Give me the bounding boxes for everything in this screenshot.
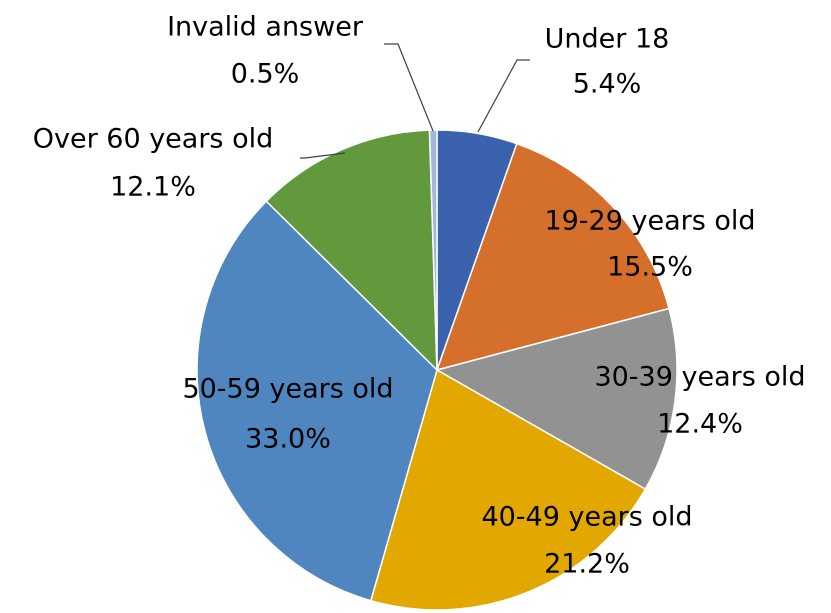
category-label: Invalid answer — [167, 12, 364, 43]
category-label: Over 60 years old — [33, 124, 274, 155]
category-label: Under 18 — [545, 24, 670, 55]
pie-slice — [265, 129, 438, 372]
value-label: 12.1% — [110, 172, 196, 203]
category-label: 40-49 years old — [481, 502, 692, 533]
leader-line — [477, 59, 530, 133]
pie-slice — [196, 200, 438, 602]
pie-slice — [435, 307, 678, 491]
pie — [196, 129, 678, 611]
leader-line — [384, 43, 434, 132]
category-label: 30-39 years old — [594, 362, 805, 393]
labels: Under 18 5.4% 19-29 years old 15.5% 30-39 ye… — [33, 12, 806, 580]
value-label: 0.5% — [231, 59, 300, 90]
pie-slice — [369, 368, 647, 611]
value-label: 33.0% — [245, 424, 331, 455]
category-label: 50-59 years old — [182, 374, 393, 405]
value-label: 21.2% — [544, 549, 630, 580]
leader-line — [300, 152, 346, 159]
value-label: 12.4% — [657, 409, 743, 440]
value-label: 5.4% — [573, 69, 642, 100]
value-label: 15.5% — [607, 252, 693, 283]
category-label: 19-29 years old — [544, 206, 755, 237]
pie-slice — [435, 142, 670, 372]
